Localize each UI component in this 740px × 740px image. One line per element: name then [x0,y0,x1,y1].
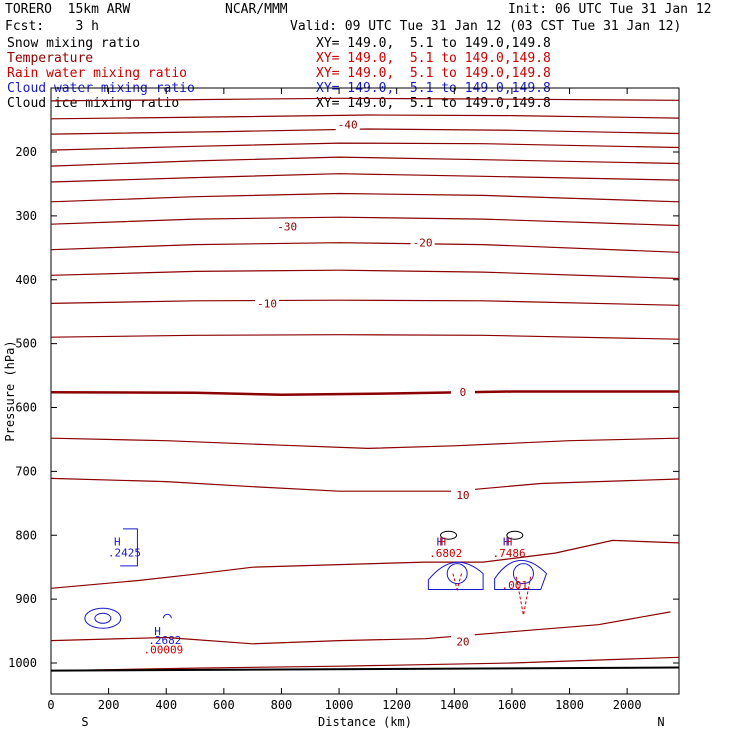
legend-temperature-xy: XY= 149.0, 5.1 to 149.0,149.8 [316,51,551,66]
snow-loop-1 [440,530,458,540]
cloud-water-label-5: H [503,536,510,549]
y-axis-title: Pressure (hPa) [3,340,17,441]
contour-t-15 [51,269,679,280]
contour-label-bg-t-10 [255,296,280,310]
x-tick-label-600: 600 [213,698,235,712]
contour-label-t0: 0 [460,386,467,399]
contour-label-t-30: -30 [277,221,297,234]
snow-label-1: H [506,536,513,549]
y-tick-label-600: 600 [15,401,37,415]
x-tick-label-800: 800 [271,698,293,712]
snow-loop-2 [506,530,524,540]
contour-t0 [51,390,679,396]
x-tick-label-1600: 1600 [497,698,526,712]
contour-label-bg-t-40 [335,117,360,131]
cloud-water-label-4: H [437,536,444,549]
rain-water-label-2: .7486 [492,547,525,560]
cloud-water-label-2: H [154,625,161,638]
y-tick-label-400: 400 [15,273,37,287]
y-tick-label-500: 500 [15,337,37,351]
y-tick-label-800: 800 [15,528,37,542]
contour-label-t10: 10 [456,489,469,502]
contour-t-45b [51,114,679,120]
contour-label-t-20: -20 [413,237,433,250]
contour-label-t-10: -10 [257,297,277,310]
terrain-line [50,666,680,672]
cloud-water-loop-6 [446,563,468,585]
contour-label-bg-t-20 [410,235,435,249]
x-tick-label-1200: 1200 [382,698,411,712]
x-tick-label-0: 0 [47,698,54,712]
contour-t-20 [51,242,679,253]
y-tick-label-200: 200 [15,145,37,159]
rain-water-label-3: .001 [502,579,529,592]
cloud-water-contours [84,528,548,629]
cloud-water-loop-5 [494,559,548,591]
cloud-water-label-0: H [114,536,121,549]
cloud-water-loop-3 [120,528,138,567]
contour-label-bg-t-30 [275,219,300,233]
legend-snow-xy: XY= 149.0, 5.1 to 149.0,149.8 [316,36,551,51]
snow-label-0: H [439,536,446,549]
init-time: Init: 06 UTC Tue 31 Jan 12 [508,2,712,17]
rain-water-loop-2 [515,576,532,616]
contour-t20 [51,611,671,645]
contour-t-40 [51,156,679,167]
end-label-north: N [657,715,664,729]
contour-t-45c [51,128,679,135]
center-title: NCAR/MMM [225,2,288,17]
cloud-water-loop-4 [427,561,484,591]
contour-t-25 [51,216,679,227]
cloud-water-label-1: .2425 [108,546,141,559]
contour-t-45d [51,142,679,151]
y-tick-label-900: 900 [15,592,37,606]
contour-t-45a [51,97,679,102]
y-tick-label-1000: 1000 [8,656,37,670]
contour-t5 [51,437,679,450]
rain-water-loop-1 [452,573,462,592]
valid-time: Valid: 09 UTC Tue 31 Jan 12 (03 CST Tue … [290,19,682,34]
legend-cloud-ice-xy: XY= 149.0, 5.1 to 149.0,149.8 [316,96,551,111]
contour-label-bg-t10 [450,488,475,502]
contour-label-t20: 20 [456,635,469,648]
cloud-water-loop-2 [94,612,112,624]
rain-water-contours [452,573,532,616]
contour-t10 [51,477,679,492]
cloud-water-label-3: .2682 [148,634,181,647]
contour-label-bg-t20 [450,634,475,648]
legend-rain-xy: XY= 149.0, 5.1 to 149.0,149.8 [316,66,551,81]
model-title: TORERO 15km ARW [5,2,131,17]
legend-snow-name: Snow mixing ratio [7,36,141,51]
contour-t-35 [51,173,679,183]
x-tick-label-1000: 1000 [325,698,354,712]
rain-water-label-1: .6802 [429,547,462,560]
x-tick-label-400: 400 [155,698,177,712]
y-tick-label-700: 700 [15,464,37,478]
contour-label-bg-t0 [450,385,475,399]
rain-water-label-0: .00009 [143,644,183,657]
cloud-water-loop-8 [162,613,172,619]
legend-rain-name: Rain water mixing ratio [7,66,188,81]
x-tick-label-200: 200 [98,698,120,712]
temperature-contours [51,97,679,672]
x-axis-title: Distance (km) [318,715,412,729]
cloud-water-loop-1 [84,607,122,629]
end-label-south: S [81,715,88,729]
cloud-water-loop-7 [512,563,534,585]
legend-temperature-name: Temperature [7,51,94,66]
contour-t-30 [51,192,679,203]
x-tick-label-1400: 1400 [440,698,469,712]
x-tick-label-1800: 1800 [555,698,584,712]
forecast-hour: Fcst: 3 h [5,19,99,34]
y-tick-label-300: 300 [15,209,37,223]
contour-t-10 [51,299,679,306]
contour-t25 [51,656,679,672]
snow-contours [440,530,524,540]
contour-t-5 [51,334,679,340]
contour-t15 [51,539,679,589]
x-tick-label-2000: 2000 [613,698,642,712]
contour-label-t-40: -40 [338,119,358,132]
